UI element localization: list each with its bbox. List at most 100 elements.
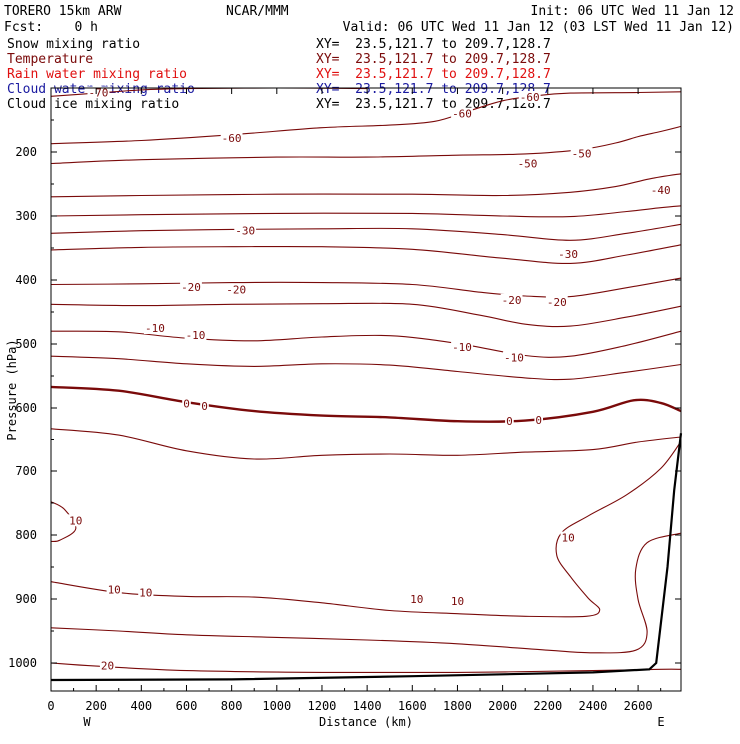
west-label: W xyxy=(83,715,91,729)
contour-label-17: 0 xyxy=(183,398,190,411)
x-tick-label-2600: 2600 xyxy=(624,699,653,713)
contour-label-bg-10 xyxy=(225,283,248,296)
isotherm--30-5 xyxy=(50,223,682,241)
init-time: Init: 06 UTC Wed 11 Jan 12 xyxy=(531,4,735,19)
isotherm-10-13 xyxy=(50,501,77,543)
contour-label-12: -20 xyxy=(547,296,567,309)
isotherm--20-7 xyxy=(50,277,682,298)
contour-label-bg-6 xyxy=(649,183,672,196)
contour-label-bg-15 xyxy=(451,341,473,354)
contour-label-20: 0 xyxy=(535,414,542,427)
legend-name-temperature: Temperature xyxy=(7,52,93,67)
contour-labels: -70 -60 -60 -60 -50 -50 -40 -30 -30 -20 -20 -20 -20 -… xyxy=(68,86,672,673)
contour-label-bg-23 xyxy=(106,583,122,596)
contour-label-4: -50 xyxy=(518,158,538,171)
y-tick-label-300: 300 xyxy=(15,209,37,223)
isotherm-20-16 xyxy=(50,662,682,674)
contour-label-1: -60 xyxy=(222,132,242,145)
x-axis: 0 200 400 600 800 1000 1200 1400 1600 1800 2000 220… xyxy=(47,88,662,713)
contour-label-11: -20 xyxy=(502,294,522,307)
contour-label-16: -10 xyxy=(504,351,524,364)
x-tick-label-1000: 1000 xyxy=(262,699,291,713)
isotherm-10-12 xyxy=(50,428,682,460)
isotherm-10-14 xyxy=(50,441,682,618)
x-tick-label-2000: 2000 xyxy=(488,699,517,713)
isotherm--40-3 xyxy=(50,173,682,198)
contour-label-bg-7 xyxy=(234,224,257,237)
isotherm-0-11 xyxy=(50,385,682,423)
contour-label-bg-20 xyxy=(534,414,543,426)
legend-xy-snow: XY= 23.5,121.7 to 209.7,128.7 xyxy=(316,37,551,52)
contour-label-bg-21 xyxy=(68,514,84,527)
isotherm--30-6 xyxy=(50,244,682,264)
model-title: TORERO 15km ARW xyxy=(4,4,122,19)
contour-label-6: -40 xyxy=(651,184,671,197)
contour-label-bg-22 xyxy=(560,531,576,544)
contour-label-bg-5 xyxy=(570,147,593,160)
contour-label-8: -30 xyxy=(558,248,578,261)
isotherm-10-15 xyxy=(50,532,682,654)
contour-label-21: 10 xyxy=(69,514,82,527)
contour-label-22: 10 xyxy=(561,532,574,545)
contour-label-bg-17 xyxy=(182,397,191,410)
east-label: E xyxy=(657,715,664,729)
x-axis-title: Distance (km) xyxy=(319,715,413,729)
y-tick-label-600: 600 xyxy=(15,401,37,415)
contour-label-19: 0 xyxy=(506,415,513,428)
contour-label-bg-16 xyxy=(503,351,525,364)
contour-label-0: -70 xyxy=(88,87,108,100)
x-tick-label-1400: 1400 xyxy=(353,699,382,713)
contour-label-bg-0 xyxy=(87,86,110,99)
y-tick-label-800: 800 xyxy=(15,528,37,542)
contour-label-bg-12 xyxy=(545,295,568,308)
contour-label-bg-27 xyxy=(99,659,116,672)
isotherm--50-2 xyxy=(50,125,682,165)
y-tick-label-1000: 1000 xyxy=(8,656,37,670)
contour-label-bg-1 xyxy=(220,131,243,144)
y-tick-label-400: 400 xyxy=(15,273,37,287)
contour-label-10: -20 xyxy=(226,284,246,297)
legend-name-rain: Rain water mixing ratio xyxy=(7,67,187,82)
x-tick-label-1800: 1800 xyxy=(443,699,472,713)
legend-name-snow: Snow mixing ratio xyxy=(7,37,140,52)
temperature-contours xyxy=(50,87,682,674)
isotherm--10-10 xyxy=(50,355,682,381)
contour-label-bg-14 xyxy=(184,329,207,341)
x-tick-label-200: 200 xyxy=(85,699,107,713)
contour-label-14: -10 xyxy=(186,329,206,342)
contour-label-bg-24 xyxy=(138,586,154,599)
contour-label-5: -50 xyxy=(572,147,592,160)
contour-label-13: -10 xyxy=(145,322,165,335)
x-tick-label-600: 600 xyxy=(176,699,198,713)
contour-label-24: 10 xyxy=(139,587,152,600)
legend-xy-cloud-ice: XY= 23.5,121.7 to 209.7,128.7 xyxy=(316,97,551,112)
contour-label-23: 10 xyxy=(108,583,121,596)
valid-time: Valid: 06 UTC Wed 11 Jan 12 (03 LST Wed … xyxy=(343,20,734,35)
legend-xy-cloud-water: XY= 23.5,121.7 to 209.7,128.7 xyxy=(316,82,551,97)
legend: Snow mixing ratio XY= 23.5,121.7 to 209.… xyxy=(7,37,551,112)
contour-label-bg-4 xyxy=(516,157,539,170)
contour-label-7: -30 xyxy=(235,225,255,238)
legend-xy-temperature: XY= 23.5,121.7 to 209.7,128.7 xyxy=(316,52,551,67)
contour-label-26: 10 xyxy=(451,595,464,608)
x-tick-label-1600: 1600 xyxy=(398,699,427,713)
contour-label-bg-2 xyxy=(451,107,473,120)
x-tick-label-1200: 1200 xyxy=(308,699,337,713)
contour-label-15: -10 xyxy=(452,341,472,354)
isotherm--30-4 xyxy=(50,205,682,218)
legend-name-cloud-ice: Cloud ice mixing ratio xyxy=(7,97,179,112)
y-tick-label-500: 500 xyxy=(15,337,37,351)
y-tick-label-200: 200 xyxy=(15,145,37,159)
contour-label-bg-9 xyxy=(180,281,202,293)
contour-label-9: -20 xyxy=(181,281,201,294)
contour-label-bg-3 xyxy=(518,91,541,103)
contour-label-27: 20 xyxy=(101,660,114,673)
contour-label-bg-18 xyxy=(200,400,209,413)
forecast-hour: Fcst: 0 h xyxy=(4,20,98,35)
legend-xy-rain: XY= 23.5,121.7 to 209.7,128.7 xyxy=(316,67,551,82)
x-tick-label-0: 0 xyxy=(47,699,54,713)
isotherm--10-9 xyxy=(50,330,682,358)
contour-label-2: -60 xyxy=(452,108,472,121)
